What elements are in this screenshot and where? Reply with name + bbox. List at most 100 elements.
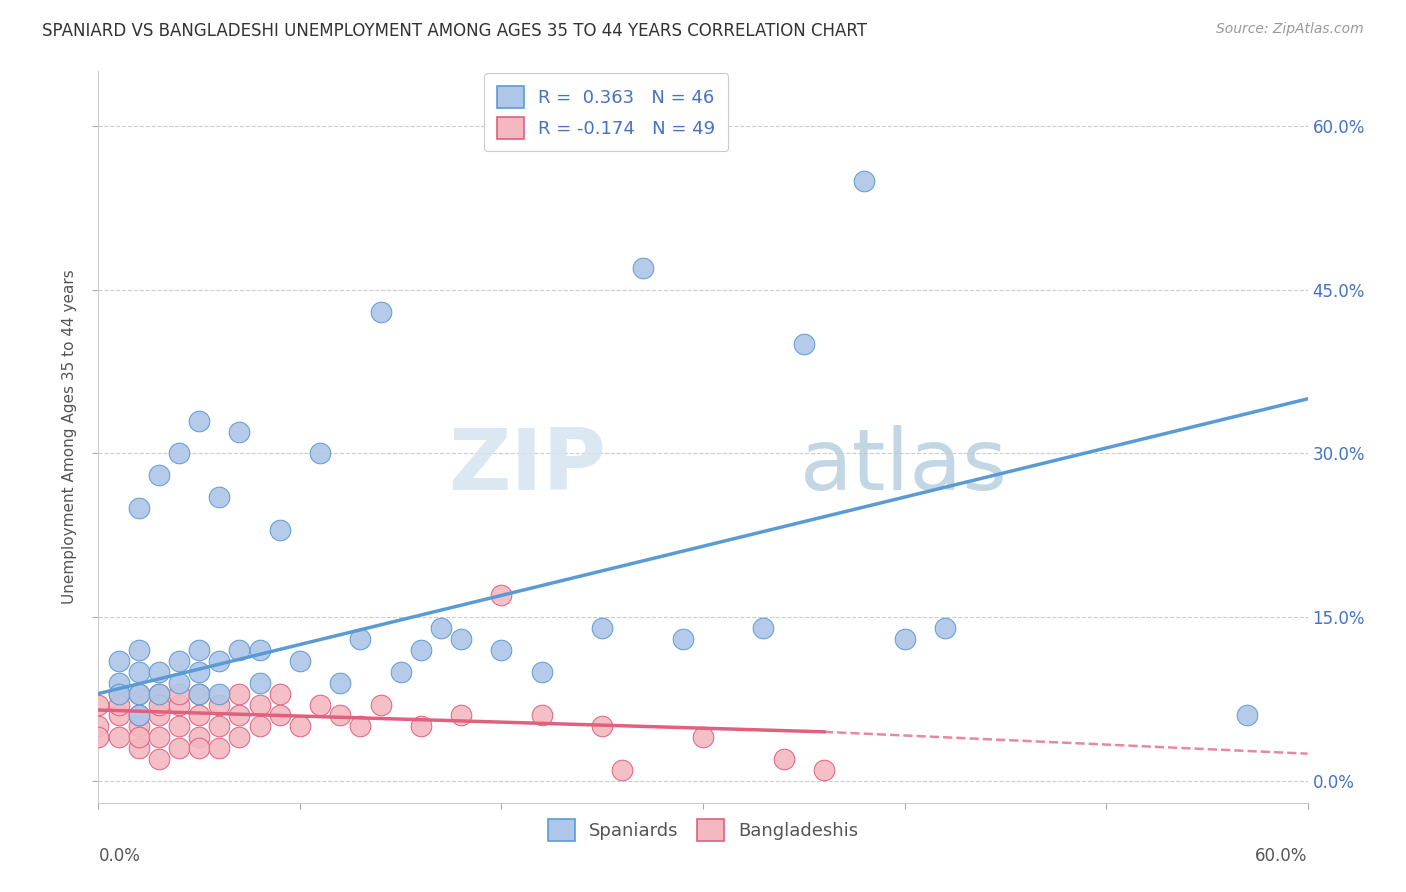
Point xyxy=(107,654,129,668)
Text: Source: ZipAtlas.com: Source: ZipAtlas.com xyxy=(1216,22,1364,37)
Point xyxy=(167,698,190,712)
Text: ZIP: ZIP xyxy=(449,425,606,508)
Point xyxy=(309,446,332,460)
Point xyxy=(148,708,170,723)
Point xyxy=(107,687,129,701)
Point xyxy=(228,731,250,745)
Point xyxy=(128,731,150,745)
Point xyxy=(208,687,231,701)
Point xyxy=(491,643,513,657)
Point xyxy=(269,687,291,701)
Point xyxy=(249,675,271,690)
Text: 0.0%: 0.0% xyxy=(98,847,141,864)
Point xyxy=(128,687,150,701)
Point xyxy=(530,665,553,679)
Point xyxy=(329,675,352,690)
Point xyxy=(188,731,211,745)
Point xyxy=(612,763,634,777)
Point xyxy=(188,741,211,756)
Point xyxy=(128,687,150,701)
Point xyxy=(87,698,110,712)
Point xyxy=(591,719,613,733)
Point xyxy=(893,632,915,646)
Point xyxy=(228,425,250,439)
Point xyxy=(1236,708,1258,723)
Point xyxy=(631,260,654,275)
Point xyxy=(591,621,613,635)
Point xyxy=(672,632,695,646)
Point xyxy=(329,708,352,723)
Point xyxy=(752,621,775,635)
Point xyxy=(128,708,150,723)
Point xyxy=(370,304,392,318)
Point xyxy=(167,741,190,756)
Point xyxy=(148,687,170,701)
Point xyxy=(188,708,211,723)
Point xyxy=(450,632,472,646)
Point xyxy=(228,687,250,701)
Point xyxy=(128,665,150,679)
Point xyxy=(188,643,211,657)
Point xyxy=(128,501,150,516)
Point xyxy=(269,708,291,723)
Point xyxy=(288,654,311,668)
Text: atlas: atlas xyxy=(800,425,1008,508)
Point xyxy=(87,731,110,745)
Point xyxy=(249,719,271,733)
Point xyxy=(813,763,835,777)
Point xyxy=(128,643,150,657)
Legend: Spaniards, Bangladeshis: Spaniards, Bangladeshis xyxy=(540,812,866,848)
Point xyxy=(288,719,311,733)
Y-axis label: Unemployment Among Ages 35 to 44 years: Unemployment Among Ages 35 to 44 years xyxy=(62,269,77,605)
Point xyxy=(491,588,513,602)
Point xyxy=(450,708,472,723)
Point xyxy=(349,632,371,646)
Point xyxy=(148,665,170,679)
Point xyxy=(167,446,190,460)
Point xyxy=(148,468,170,483)
Point xyxy=(148,687,170,701)
Point xyxy=(228,708,250,723)
Point xyxy=(389,665,412,679)
Point xyxy=(167,654,190,668)
Point xyxy=(188,414,211,428)
Point xyxy=(167,675,190,690)
Point xyxy=(148,752,170,766)
Text: 60.0%: 60.0% xyxy=(1256,847,1308,864)
Point xyxy=(208,490,231,504)
Point xyxy=(107,698,129,712)
Point xyxy=(208,654,231,668)
Point xyxy=(148,698,170,712)
Point xyxy=(188,687,211,701)
Point xyxy=(309,698,332,712)
Point xyxy=(107,708,129,723)
Point xyxy=(208,698,231,712)
Point xyxy=(128,708,150,723)
Point xyxy=(692,731,714,745)
Point xyxy=(793,337,815,351)
Point xyxy=(530,708,553,723)
Point xyxy=(188,687,211,701)
Point xyxy=(167,719,190,733)
Text: SPANIARD VS BANGLADESHI UNEMPLOYMENT AMONG AGES 35 TO 44 YEARS CORRELATION CHART: SPANIARD VS BANGLADESHI UNEMPLOYMENT AMO… xyxy=(42,22,868,40)
Point xyxy=(87,719,110,733)
Point xyxy=(188,665,211,679)
Point xyxy=(772,752,794,766)
Point xyxy=(269,523,291,537)
Point xyxy=(167,687,190,701)
Point xyxy=(107,675,129,690)
Point xyxy=(208,741,231,756)
Point xyxy=(409,643,432,657)
Point xyxy=(409,719,432,733)
Point xyxy=(208,719,231,733)
Point xyxy=(370,698,392,712)
Point xyxy=(934,621,956,635)
Point xyxy=(430,621,453,635)
Point xyxy=(853,173,876,187)
Point xyxy=(249,643,271,657)
Point xyxy=(128,719,150,733)
Point xyxy=(349,719,371,733)
Point xyxy=(148,731,170,745)
Point xyxy=(228,643,250,657)
Point xyxy=(107,687,129,701)
